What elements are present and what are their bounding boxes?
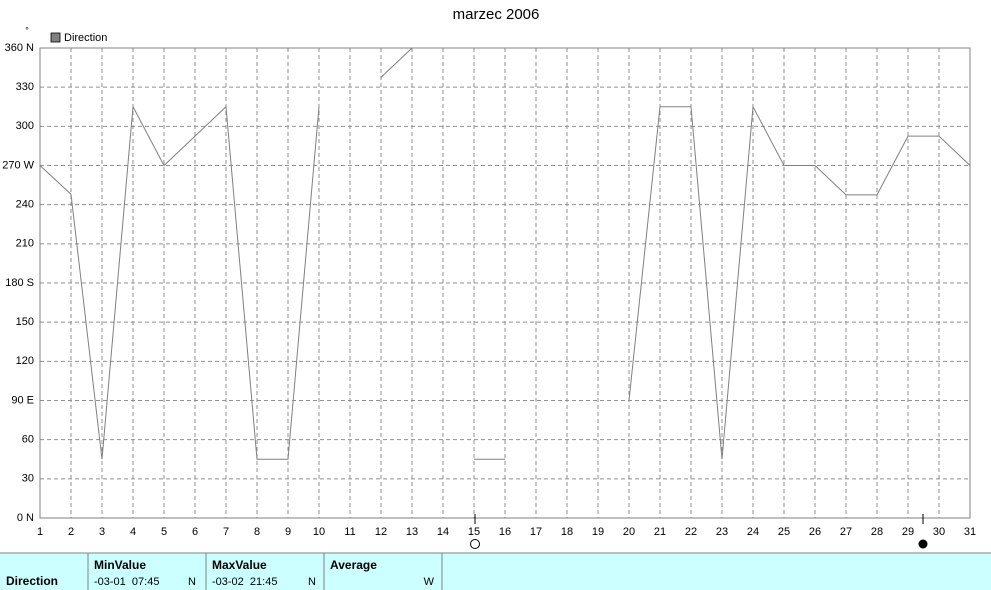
chart-title: marzec 2006 <box>453 6 540 23</box>
y-tick-label: 120 <box>16 355 34 367</box>
average-dir: W <box>424 576 435 588</box>
max-dir: N <box>308 576 316 588</box>
x-tick-label: 26 <box>809 526 821 538</box>
row-name: Direction <box>6 574 58 588</box>
y-tick-label: 60 <box>22 434 34 446</box>
x-tick-label: 17 <box>530 526 542 538</box>
stats-table <box>0 553 991 590</box>
x-tick-label: 25 <box>778 526 790 538</box>
y-tick-label: 30 <box>22 473 34 485</box>
x-tick-label: 22 <box>685 526 697 538</box>
legend-swatch <box>50 32 61 43</box>
column-header: MinValue <box>94 558 146 572</box>
y-tick-label: 360 N <box>5 42 34 54</box>
x-tick-label: 31 <box>964 526 976 538</box>
y-tick-label: 330 <box>16 81 34 93</box>
new-moon-icon <box>918 539 928 549</box>
x-tick-label: 23 <box>716 526 728 538</box>
x-tick-label: 15 <box>468 526 480 538</box>
x-tick-label: 30 <box>933 526 945 538</box>
plot-border <box>39 47 971 519</box>
x-tick-label: 4 <box>130 526 136 538</box>
y-tick-label: 90 E <box>11 394 34 406</box>
x-tick-label: 27 <box>840 526 852 538</box>
column-header: MaxValue <box>212 558 267 572</box>
x-tick-label: 5 <box>161 526 167 538</box>
x-tick-label: 16 <box>499 526 511 538</box>
x-tick-label: 18 <box>561 526 573 538</box>
min-time: -03-01 07:45 <box>94 576 159 588</box>
min-dir: N <box>188 576 196 588</box>
x-tick-label: 21 <box>654 526 666 538</box>
data-line <box>39 47 971 460</box>
y-unit: ° <box>25 25 29 35</box>
column-header: Average <box>330 558 377 572</box>
x-tick-label: 20 <box>623 526 635 538</box>
y-tick-label: 300 <box>16 120 34 132</box>
x-tick-label: 1 <box>37 526 43 538</box>
y-tick-label: 270 W <box>2 159 34 171</box>
x-tick-label: 28 <box>871 526 883 538</box>
x-tick-label: 3 <box>99 526 105 538</box>
x-tick-label: 14 <box>437 526 449 538</box>
x-tick-label: 29 <box>902 526 914 538</box>
full-moon-icon <box>470 539 480 549</box>
x-tick-label: 24 <box>747 526 759 538</box>
x-tick-label: 9 <box>285 526 291 538</box>
x-tick-label: 7 <box>223 526 229 538</box>
y-tick-label: 240 <box>16 199 34 211</box>
y-tick-label: 210 <box>16 238 34 250</box>
x-tick-label: 6 <box>192 526 198 538</box>
x-tick-label: 12 <box>375 526 387 538</box>
x-tick-label: 8 <box>254 526 260 538</box>
y-tick-label: 150 <box>16 316 34 328</box>
x-tick-label: 13 <box>406 526 418 538</box>
x-tick-label: 19 <box>592 526 604 538</box>
x-tick-label: 10 <box>313 526 325 538</box>
y-tick-label: 0 N <box>17 512 34 524</box>
legend-label: Direction <box>64 32 107 44</box>
max-time: -03-02 21:45 <box>212 576 277 588</box>
y-tick-label: 180 S <box>5 277 34 289</box>
x-tick-label: 11 <box>344 526 355 538</box>
x-tick-label: 2 <box>68 526 74 538</box>
